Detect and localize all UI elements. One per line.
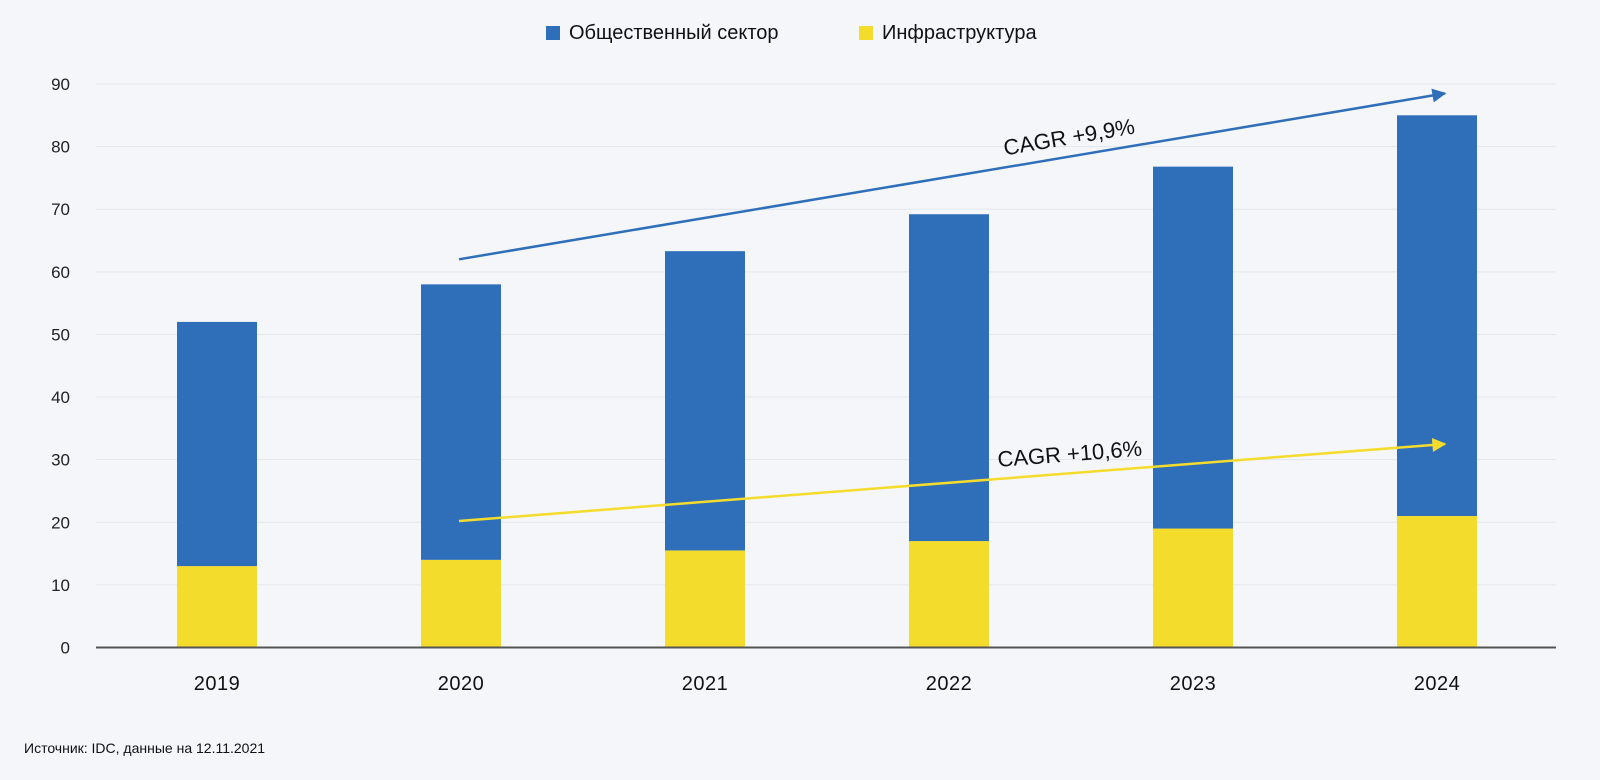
- legend-swatch: [546, 26, 560, 40]
- legend-swatch: [859, 26, 873, 40]
- legend: Общественный сектор Инфраструктура: [546, 22, 1037, 44]
- cagr-arrow: [458, 88, 1447, 261]
- x-tick-label: 2019: [194, 673, 241, 695]
- bar-segment: [421, 559, 501, 648]
- bar-segment: [909, 541, 989, 648]
- y-tick-label: 70: [51, 200, 70, 219]
- bars: [177, 115, 1477, 648]
- legend-label: Инфраструктура: [882, 22, 1037, 44]
- bar-segment: [1397, 115, 1477, 517]
- grid-lines: [96, 83, 1556, 586]
- y-tick-label: 0: [61, 639, 70, 658]
- bar-segment: [1397, 516, 1477, 648]
- y-tick-label: 60: [51, 263, 70, 282]
- cagr-label: CAGR +10,6%: [997, 436, 1143, 472]
- x-tick-label: 2024: [1414, 673, 1461, 695]
- bar-segment: [665, 550, 745, 648]
- y-tick-label: 80: [51, 138, 70, 157]
- legend-label: Общественный сектор: [569, 22, 779, 44]
- cagr-arrow: [458, 438, 1447, 523]
- bar-segment: [177, 566, 257, 648]
- y-tick-label: 20: [51, 513, 70, 532]
- x-tick-label: 2022: [926, 673, 973, 695]
- y-axis-ticks: 0 10 20 30 40 50 60 70 80 90: [51, 75, 70, 658]
- bar-segment: [1153, 528, 1233, 648]
- bar-segment: [1153, 166, 1233, 529]
- y-tick-label: 90: [51, 75, 70, 94]
- bar-segment: [177, 321, 257, 567]
- x-axis-ticks: 2019 2020 2021 2022 2023 2024: [194, 673, 1461, 695]
- bar-segment: [665, 251, 745, 551]
- y-tick-label: 10: [51, 576, 70, 595]
- y-tick-label: 30: [51, 451, 70, 470]
- source-note: Источник: IDC, данные на 12.11.2021: [24, 740, 266, 756]
- y-tick-label: 50: [51, 325, 70, 344]
- x-tick-label: 2023: [1170, 673, 1217, 695]
- x-tick-label: 2020: [438, 673, 485, 695]
- y-tick-label: 40: [51, 388, 70, 407]
- cagr-label: CAGR +9,9%: [1002, 114, 1137, 161]
- bar-segment: [909, 214, 989, 542]
- x-tick-label: 2021: [682, 673, 729, 695]
- bar-segment: [421, 284, 501, 560]
